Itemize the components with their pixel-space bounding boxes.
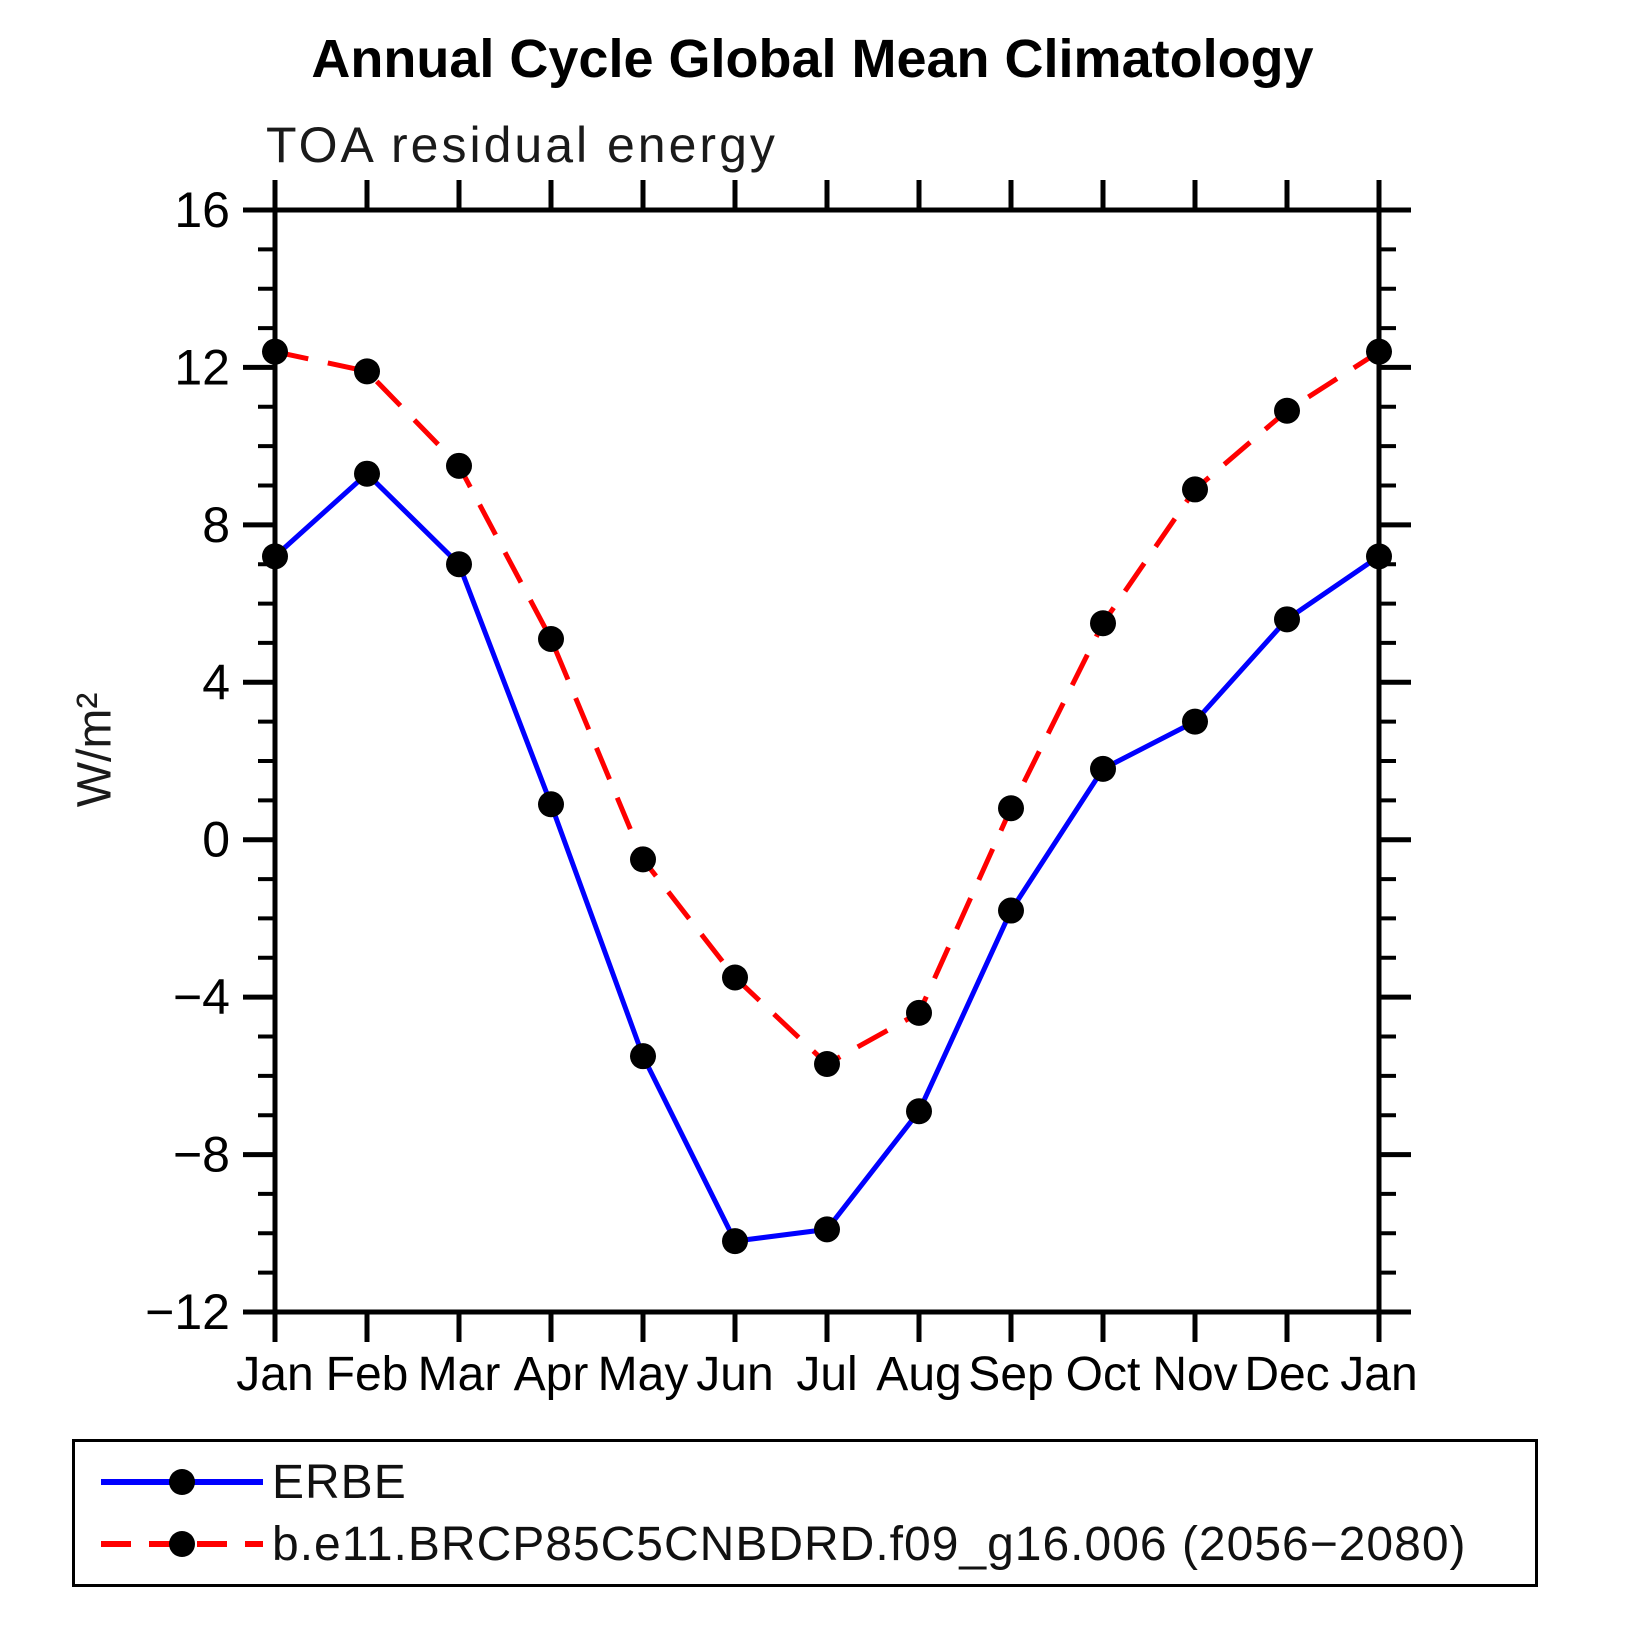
legend-swatch-model xyxy=(101,1531,263,1557)
y-tick-label: 0 xyxy=(202,812,230,868)
series-erbe xyxy=(262,460,1392,1255)
x-tick-label: Mar xyxy=(418,1348,501,1401)
data-point-marker xyxy=(262,338,288,365)
data-point-marker xyxy=(722,1228,748,1255)
x-tick-label: Jan xyxy=(1340,1348,1417,1401)
data-point-marker xyxy=(538,791,564,818)
data-point-marker xyxy=(262,543,288,570)
x-tick-label: Dec xyxy=(1244,1348,1329,1401)
y-tick-label: −8 xyxy=(173,1127,230,1183)
x-tick-label: Oct xyxy=(1066,1348,1141,1401)
data-point-marker xyxy=(998,897,1024,924)
data-point-marker xyxy=(354,358,380,385)
data-point-marker xyxy=(354,460,380,487)
x-tick-label: Jun xyxy=(696,1348,773,1401)
series-line xyxy=(273,470,1381,1244)
data-point-marker xyxy=(1366,543,1392,570)
axes xyxy=(243,180,1411,1342)
x-tick-label: Jul xyxy=(796,1348,857,1401)
x-tick-label: Nov xyxy=(1152,1348,1237,1401)
legend-item-model: b.e11.BRCP85C5CNBDRD.f09_g16.006 (2056−2… xyxy=(95,1514,1535,1574)
y-tick-labels: 16 12 8 4 0 −4 −8 −12 xyxy=(145,182,230,1340)
data-point-marker xyxy=(446,551,472,578)
data-point-marker xyxy=(1274,397,1300,424)
data-point-marker xyxy=(998,795,1024,822)
x-tick-label: May xyxy=(598,1348,689,1401)
legend-label-erbe: ERBE xyxy=(272,1455,407,1509)
data-point-marker xyxy=(1366,338,1392,365)
data-point-marker xyxy=(630,1043,656,1070)
x-tick-label: Jan xyxy=(236,1348,313,1401)
legend-sample-marker xyxy=(169,1469,195,1495)
y-tick-label: −4 xyxy=(173,969,230,1025)
data-point-marker xyxy=(1182,708,1208,735)
plot-border xyxy=(272,207,1382,1315)
data-point-marker xyxy=(906,1098,932,1125)
y-tick-label: −12 xyxy=(145,1284,230,1340)
y-tick-label: 8 xyxy=(202,497,230,553)
data-point-marker xyxy=(1182,476,1208,503)
data-point-marker xyxy=(630,846,656,873)
data-point-marker xyxy=(1090,610,1116,637)
legend-swatch-erbe xyxy=(101,1469,263,1495)
legend-box: ERBE b.e11.BRCP85C5CNBDRD.f09_g16.006 (2… xyxy=(72,1439,1538,1587)
data-point-marker xyxy=(538,625,564,652)
legend-sample-marker xyxy=(169,1531,195,1557)
chart-subtitle: TOA residual energy xyxy=(266,117,778,173)
legend-label-model: b.e11.BRCP85C5CNBDRD.f09_g16.006 (2056−2… xyxy=(272,1517,1467,1571)
x-tick-label: Aug xyxy=(876,1348,961,1401)
data-point-marker xyxy=(1274,606,1300,633)
y-tick-label: 16 xyxy=(174,182,230,238)
data-point-marker xyxy=(1090,755,1116,782)
data-point-marker xyxy=(446,452,472,479)
legend-item-erbe: ERBE xyxy=(95,1452,1535,1512)
data-point-marker xyxy=(906,999,932,1026)
data-point-marker xyxy=(722,964,748,991)
x-tick-label: Feb xyxy=(326,1348,409,1401)
series-line xyxy=(274,349,1381,1068)
x-tick-label: Apr xyxy=(514,1348,589,1401)
x-tick-labels: Jan Feb Mar Apr May Jun Jul Aug Sep Oct Nov Dec Jan xyxy=(236,1348,1417,1401)
series-model xyxy=(262,338,1392,1078)
y-tick-label: 12 xyxy=(174,339,230,395)
chart-title: Annual Cycle Global Mean Climatology xyxy=(311,29,1314,89)
data-point-marker xyxy=(814,1051,840,1078)
data-point-marker xyxy=(814,1216,840,1243)
y-tick-label: 4 xyxy=(202,654,230,710)
x-tick-label: Sep xyxy=(968,1348,1053,1401)
